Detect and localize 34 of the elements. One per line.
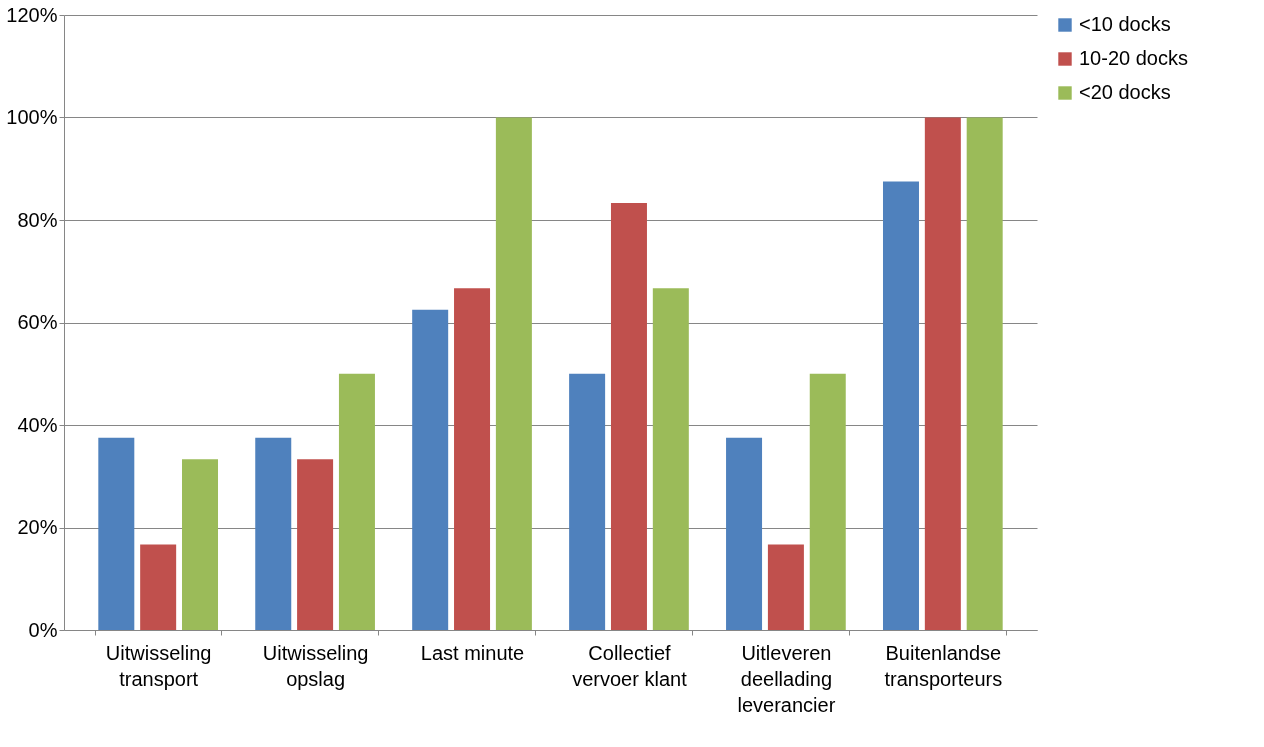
legend-label: <20 docks [1079, 81, 1171, 103]
bar [966, 117, 1003, 630]
bar [767, 544, 804, 630]
y-tick-label: 60% [17, 311, 58, 333]
legend-label: 10-20 docks [1079, 47, 1188, 69]
bar [882, 181, 919, 630]
bar [454, 288, 491, 630]
bar [98, 437, 135, 630]
bar [924, 117, 961, 630]
y-tick-label: 100% [6, 106, 58, 128]
bar [610, 203, 647, 630]
bar [255, 437, 292, 630]
legend-label: <10 docks [1079, 13, 1171, 35]
bar [809, 373, 846, 630]
y-tick-label: 0% [28, 618, 58, 641]
y-tick-label: 20% [17, 516, 58, 538]
x-tick-label: Uitwisseling transport [105, 641, 212, 690]
y-tick-label: 40% [17, 413, 58, 436]
x-tick-label: Collectief vervoer klant [572, 641, 688, 690]
bar [182, 459, 219, 630]
bar [297, 459, 334, 630]
bar [652, 288, 689, 630]
x-tick-label: Uitleveren deellading leverancier [737, 641, 836, 716]
bar [140, 544, 177, 630]
bar [412, 309, 449, 630]
bar [726, 437, 763, 630]
y-tick-label: 80% [17, 208, 58, 231]
y-tick-label: 120% [6, 3, 58, 26]
bar [495, 117, 532, 630]
x-tick-label: Buitenlandse transporteurs [884, 641, 1003, 690]
x-tick-label: Last minute [420, 641, 525, 664]
bar [569, 373, 606, 630]
bar [338, 373, 375, 630]
x-tick-label: Uitwisseling opslag [262, 641, 369, 690]
